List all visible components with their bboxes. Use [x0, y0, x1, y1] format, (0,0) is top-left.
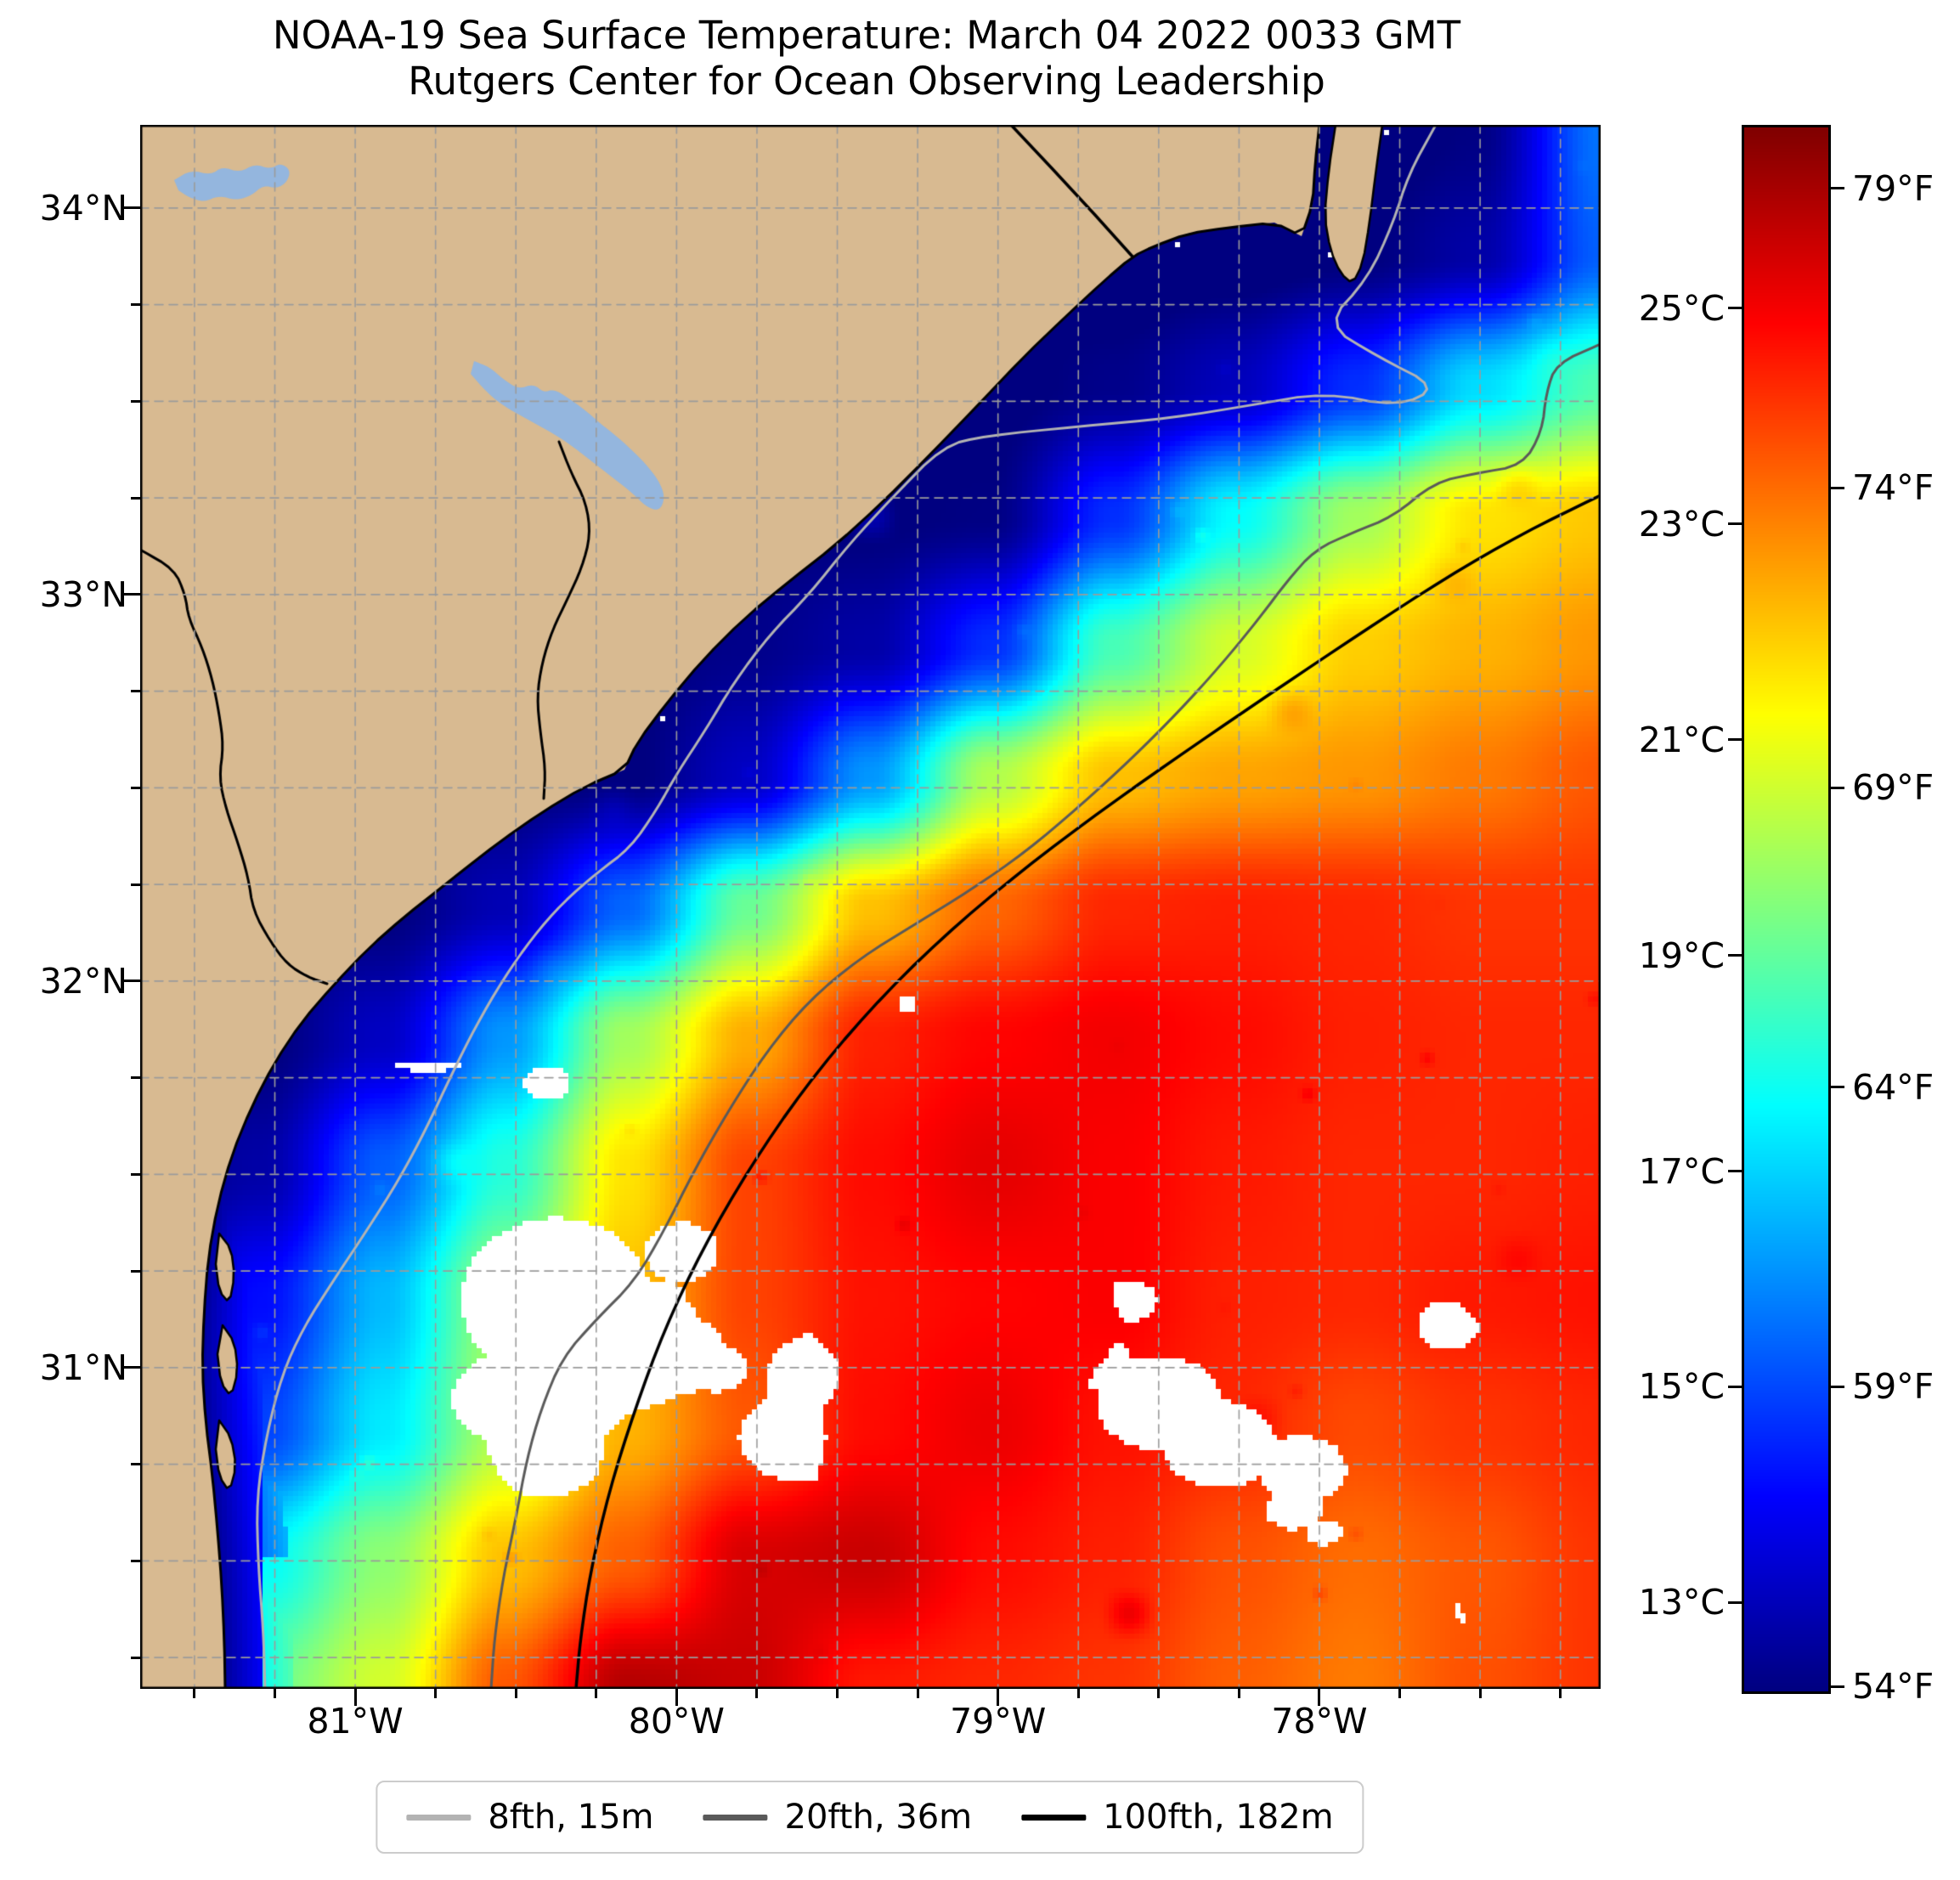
- colorbar-fahrenheit-tick-label: 79°F: [1852, 167, 1935, 209]
- legend-line-swatch-20fth: [703, 1814, 768, 1821]
- figure-title-line2: Rutgers Center for Ocean Observing Leade…: [408, 59, 1325, 104]
- x-axis-tick-mark: [193, 1689, 196, 1698]
- x-axis-tick-label: 80°W: [628, 1701, 725, 1742]
- colorbar-fahrenheit-tick-label: 64°F: [1852, 1066, 1935, 1108]
- y-axis-tick-mark: [131, 399, 140, 403]
- x-axis-tick-mark: [675, 1689, 678, 1706]
- y-axis-tick-mark: [131, 1269, 140, 1273]
- x-axis-tick-label: 79°W: [950, 1701, 1047, 1742]
- y-axis-tick-mark: [123, 206, 140, 210]
- y-axis-tick-mark: [123, 980, 140, 983]
- colorbar-fahrenheit-tick-mark: [1831, 786, 1844, 789]
- x-axis-tick-mark: [1318, 1689, 1321, 1706]
- y-axis-tick-label: 34°N: [39, 187, 127, 229]
- y-axis-tick-mark: [131, 303, 140, 307]
- y-axis-tick-mark: [131, 786, 140, 789]
- colorbar-fahrenheit-tick-mark: [1831, 1086, 1844, 1089]
- x-axis-tick-mark: [1237, 1689, 1240, 1698]
- bathymetry-legend: 8fth, 15m 20fth, 36m 100fth, 182m: [376, 1781, 1364, 1854]
- y-axis-tick-mark: [131, 496, 140, 500]
- x-axis-tick-mark: [1559, 1689, 1562, 1698]
- y-axis-tick-mark: [131, 1559, 140, 1562]
- colorbar-canvas: [1742, 125, 1831, 1694]
- y-axis-tick-label: 32°N: [39, 960, 127, 1002]
- x-axis-tick-mark: [274, 1689, 276, 1698]
- x-axis-tick-mark: [595, 1689, 598, 1698]
- legend-line-swatch-8fth: [406, 1814, 472, 1821]
- y-axis-tick-mark: [123, 1366, 140, 1369]
- x-axis-tick-mark: [755, 1689, 759, 1698]
- colorbar-fahrenheit-tick-mark: [1831, 187, 1844, 190]
- y-axis-tick-mark: [131, 1463, 140, 1466]
- colorbar-fahrenheit-tick-mark: [1831, 486, 1844, 489]
- x-axis-tick-mark: [836, 1689, 839, 1698]
- colorbar-fahrenheit-tick-label: 54°F: [1852, 1666, 1935, 1708]
- y-axis-tick-label: 33°N: [39, 573, 127, 615]
- colorbar-celsius-tick-mark: [1728, 522, 1742, 526]
- colorbar-celsius-tick-mark: [1728, 738, 1742, 742]
- x-axis-tick-mark: [514, 1689, 517, 1698]
- legend-item-label: 20fth, 36m: [784, 1798, 973, 1837]
- x-axis-tick-mark: [1478, 1689, 1482, 1698]
- colorbar-celsius-tick-label: 17°C: [1638, 1150, 1725, 1192]
- colorbar-fahrenheit-tick-mark: [1831, 1385, 1844, 1388]
- x-axis-tick-mark: [353, 1689, 357, 1706]
- figure-title-line1: NOAA-19 Sea Surface Temperature: March 0…: [272, 13, 1461, 58]
- x-axis-tick-mark: [1157, 1689, 1161, 1698]
- colorbar-fahrenheit-tick-label: 69°F: [1852, 767, 1935, 809]
- x-axis-tick-label: 78°W: [1271, 1701, 1368, 1742]
- colorbar-celsius-tick-mark: [1728, 307, 1742, 310]
- colorbar-celsius-tick-mark: [1728, 1385, 1742, 1388]
- colorbar-celsius-tick-mark: [1728, 954, 1742, 957]
- x-axis-tick-label: 81°W: [307, 1701, 404, 1742]
- y-axis-tick-mark: [123, 593, 140, 596]
- colorbar-celsius-tick-label: 19°C: [1638, 934, 1725, 976]
- colorbar-celsius-tick-label: 25°C: [1638, 287, 1725, 329]
- colorbar-celsius-tick-label: 15°C: [1638, 1366, 1725, 1408]
- sst-map-canvas: [140, 125, 1601, 1689]
- colorbar-fahrenheit-tick-label: 74°F: [1852, 467, 1935, 509]
- colorbar-celsius-tick-mark: [1728, 1601, 1742, 1604]
- colorbar-celsius-tick-label: 21°C: [1638, 719, 1725, 760]
- legend-item-100fth: 100fth, 182m: [1021, 1798, 1334, 1837]
- y-axis-tick-label: 31°N: [39, 1346, 127, 1388]
- y-axis-tick-mark: [131, 883, 140, 886]
- colorbar-celsius-tick-label: 23°C: [1638, 503, 1725, 545]
- colorbar-fahrenheit-tick-label: 59°F: [1852, 1366, 1935, 1408]
- y-axis-tick-mark: [131, 1656, 140, 1659]
- legend-item-label: 8fth, 15m: [488, 1798, 654, 1837]
- colorbar-celsius-tick-mark: [1728, 1170, 1742, 1173]
- legend-line-swatch-100fth: [1021, 1814, 1087, 1821]
- legend-item-label: 100fth, 182m: [1103, 1798, 1334, 1837]
- y-axis-tick-mark: [131, 1076, 140, 1080]
- x-axis-tick-mark: [434, 1689, 438, 1698]
- x-axis-tick-mark: [997, 1689, 1000, 1706]
- legend-item-20fth: 20fth, 36m: [703, 1798, 973, 1837]
- x-axis-tick-mark: [1076, 1689, 1080, 1698]
- legend-item-8fth: 8fth, 15m: [406, 1798, 654, 1837]
- colorbar-celsius-tick-label: 13°C: [1638, 1582, 1725, 1623]
- x-axis-tick-mark: [1398, 1689, 1402, 1698]
- y-axis-tick-mark: [131, 690, 140, 693]
- y-axis-tick-mark: [131, 1172, 140, 1176]
- colorbar-fahrenheit-tick-mark: [1831, 1685, 1844, 1688]
- x-axis-tick-mark: [916, 1689, 919, 1698]
